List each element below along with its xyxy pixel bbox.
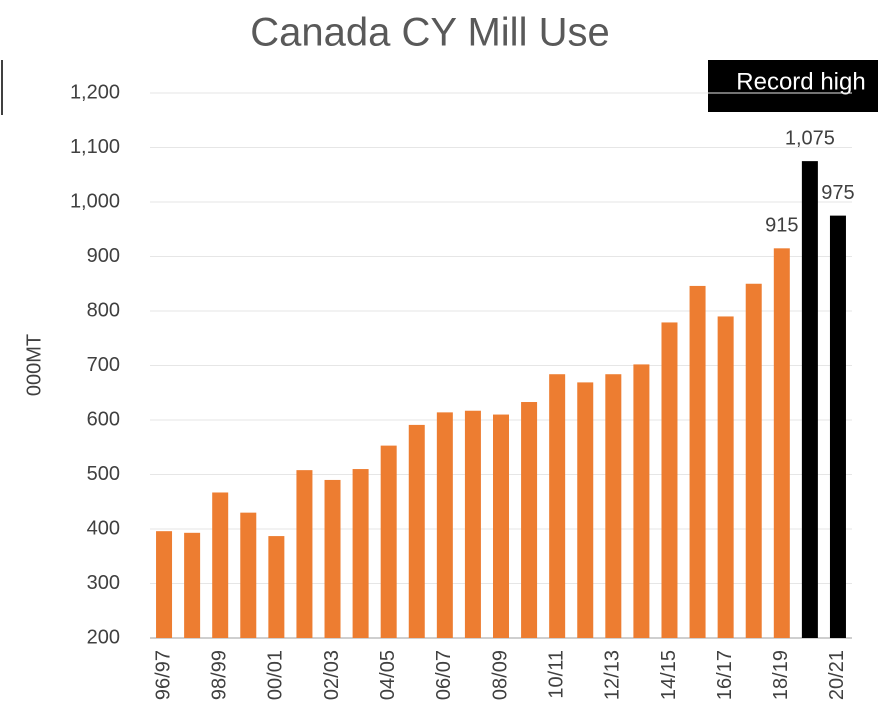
- x-tick-label: 16/17: [714, 650, 736, 700]
- bar: [436, 412, 453, 638]
- bar: [577, 382, 594, 638]
- bar: [605, 374, 622, 638]
- annotation-box: [708, 60, 878, 112]
- annotation: Record high: [736, 68, 865, 95]
- x-tick-label: 98/99: [208, 650, 230, 700]
- bar: [156, 531, 173, 638]
- y-axis-label: 000MT: [23, 334, 45, 396]
- x-tick-label: 00/01: [265, 650, 287, 700]
- y-tick-label: 1,100: [70, 136, 120, 158]
- bar: [745, 283, 762, 638]
- x-tick-label: 10/11: [545, 650, 567, 699]
- data-label: 975: [821, 182, 854, 204]
- bar: [633, 364, 650, 638]
- x-tick-label: 04/05: [377, 650, 399, 700]
- x-tick-label: 06/07: [433, 650, 455, 700]
- x-tick-label: 20/21: [826, 650, 848, 700]
- y-tick-label: 500: [87, 463, 120, 485]
- y-tick-label: 800: [87, 299, 120, 321]
- x-tick-label: 08/09: [489, 650, 511, 700]
- bar: [549, 374, 566, 638]
- chart-title: Canada CY Mill Use: [250, 11, 609, 55]
- x-tick-label: 14/15: [658, 650, 680, 700]
- bar: [717, 316, 734, 638]
- bar: [380, 445, 397, 638]
- bar: [324, 479, 341, 638]
- y-tick-label: 300: [87, 572, 120, 594]
- bar: [661, 322, 678, 638]
- bar: [240, 512, 257, 638]
- x-tick-label: 18/19: [770, 650, 792, 700]
- y-tick-label: 700: [87, 354, 120, 376]
- y-tick-label: 400: [87, 517, 120, 539]
- bar: [352, 469, 369, 638]
- bar: [296, 470, 313, 638]
- bar: [801, 161, 818, 638]
- bar: [689, 285, 706, 638]
- y-tick-label: 1,200: [70, 81, 120, 103]
- y-tick-label: 900: [87, 245, 120, 267]
- x-tick-label: 02/03: [321, 650, 343, 700]
- bar: [829, 215, 846, 638]
- bar: [464, 410, 481, 638]
- y-tick-label: 600: [87, 408, 120, 430]
- bar: [773, 248, 790, 638]
- y-tick-label: 1,000: [70, 190, 120, 212]
- bar: [212, 492, 229, 638]
- bar: [408, 424, 425, 638]
- bar: [521, 402, 538, 638]
- x-tick-label: 12/13: [602, 650, 624, 700]
- bar: [493, 414, 509, 638]
- data-label: 915: [765, 215, 798, 237]
- y-tick-label: 200: [87, 626, 120, 648]
- data-label: 1,075: [785, 127, 835, 149]
- x-tick-label: 96/97: [152, 650, 174, 700]
- bar: [268, 536, 285, 638]
- bar: [184, 532, 201, 638]
